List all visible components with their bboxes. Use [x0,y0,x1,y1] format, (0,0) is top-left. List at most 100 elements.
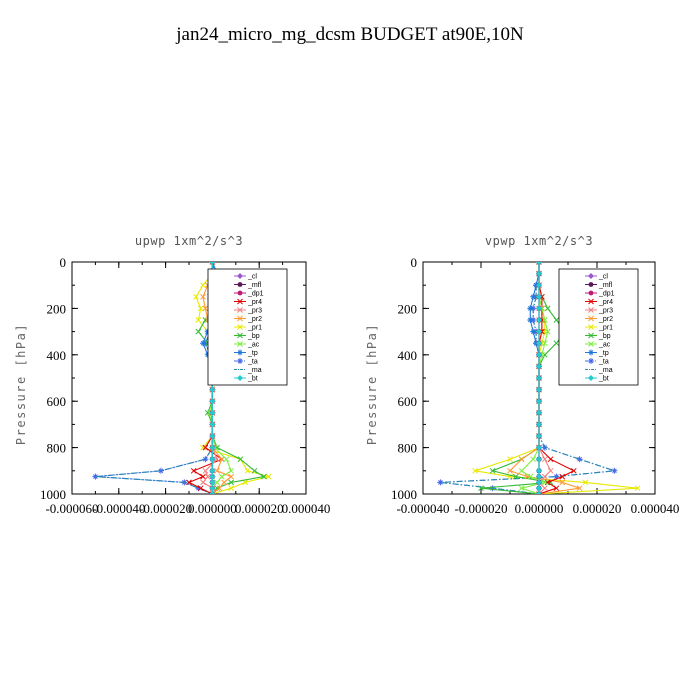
x-tick-label: -0.000040 [396,501,449,516]
data-point [527,473,534,480]
data-point [190,467,197,474]
legend-label: _pr2 [247,316,262,323]
data-point [200,444,206,451]
data-point [244,467,251,474]
y-tick-label: 1000 [40,487,66,502]
x-tick-label: 0.000020 [573,501,622,516]
data-point [530,328,537,335]
data-point [536,363,542,370]
chart-panel-1: upwp 1xm^2/s^3 Pressure [hPa] 0 200 400 600 80… [14,234,330,516]
legend: _cl_mfl_dp1_pr4_pr3_pr2_pr1_bp_ac_tp_ta_… [558,268,639,386]
data-point [507,467,513,474]
data-point [541,317,548,323]
data-point [214,444,220,451]
legend-label: _dp1 [247,291,264,298]
legend-label: _tp [598,350,609,357]
legend-marker [237,349,243,356]
panel-title: vpwp 1xm^2/s^3 [485,234,593,248]
data-point [200,340,207,347]
data-point [536,421,542,428]
y-tick-label: 200 [47,301,67,316]
legend-label: _ma [598,367,613,374]
data-point [209,491,216,494]
plot-area [437,262,641,494]
data-point [218,456,225,463]
data-point [536,305,542,312]
x-tick-label: 0.000000 [188,501,237,516]
data-point [541,473,548,480]
data-point [202,467,209,474]
data-point [200,293,206,300]
legend-label: _bp [598,333,611,340]
figure-title: jan24_micro_mg_dcsm BUDGET at90E,10N [175,24,524,45]
x-tick-label: -0.000040 [92,501,145,516]
data-point [228,485,234,492]
series-bt [536,262,542,494]
data-point [553,473,560,480]
data-point [209,467,216,474]
legend-label: _cl [598,274,608,281]
legend-marker [588,349,594,356]
data-point [536,444,542,451]
y-axis-title: Pressure [hPa] [14,323,28,445]
data-point [218,473,225,480]
legend-marker [588,375,594,381]
legend-label: _bt [247,376,258,383]
data-point [518,485,525,492]
data-point [228,479,234,486]
legend-marker [237,273,243,279]
data-point [209,398,216,405]
data-point [518,467,525,474]
data-point [197,305,204,312]
y-tick-label: 600 [398,394,418,409]
data-point [536,340,542,347]
data-point [209,444,216,451]
data-point [536,386,542,393]
data-point [527,317,534,323]
legend-label: _pr4 [598,299,613,306]
legend: _cl_mfl_dp1_pr4_pr3_pr2_pr1_bp_ac_tp_ta_… [207,268,288,386]
data-point [570,467,577,474]
legend-label: _ma [247,367,262,374]
series-ta [92,262,228,494]
data-point [536,317,542,323]
data-point [544,328,551,335]
y-axis-title: Pressure [hPa] [365,323,379,445]
legend-label: _dp1 [598,291,615,298]
data-point [214,456,220,463]
data-point [197,485,204,492]
legend-marker [237,358,243,364]
data-point [536,479,542,486]
data-point [209,386,216,393]
data-point [209,473,216,480]
legend-label: _cl [247,274,257,281]
data-point [214,467,220,474]
legend-marker [588,315,594,322]
x-tick-label: -0.000020 [454,501,507,516]
legend-marker [237,298,243,305]
data-point [536,467,542,474]
data-point [536,293,542,300]
data-point [209,479,216,486]
data-point [541,456,548,463]
data-point [518,456,525,463]
x-tick-label: 0.000020 [235,501,284,516]
data-point [214,485,220,492]
chart-panels: upwp 1xm^2/s^3 Pressure [hPa] 0 200 400 600 80… [14,234,679,516]
data-point [157,467,164,474]
legend-marker [588,298,594,305]
data-point [186,479,192,486]
legend-label: _pr3 [598,308,613,315]
y-tick-label: 1000 [391,487,417,502]
data-point [536,262,542,265]
data-point [202,305,209,312]
data-point [536,328,542,335]
y-tick-label: 600 [47,394,67,409]
data-point [536,398,542,405]
data-point [204,473,211,480]
data-point [237,456,244,463]
data-point [536,491,542,494]
legend-marker [588,341,594,347]
data-point [541,479,548,486]
